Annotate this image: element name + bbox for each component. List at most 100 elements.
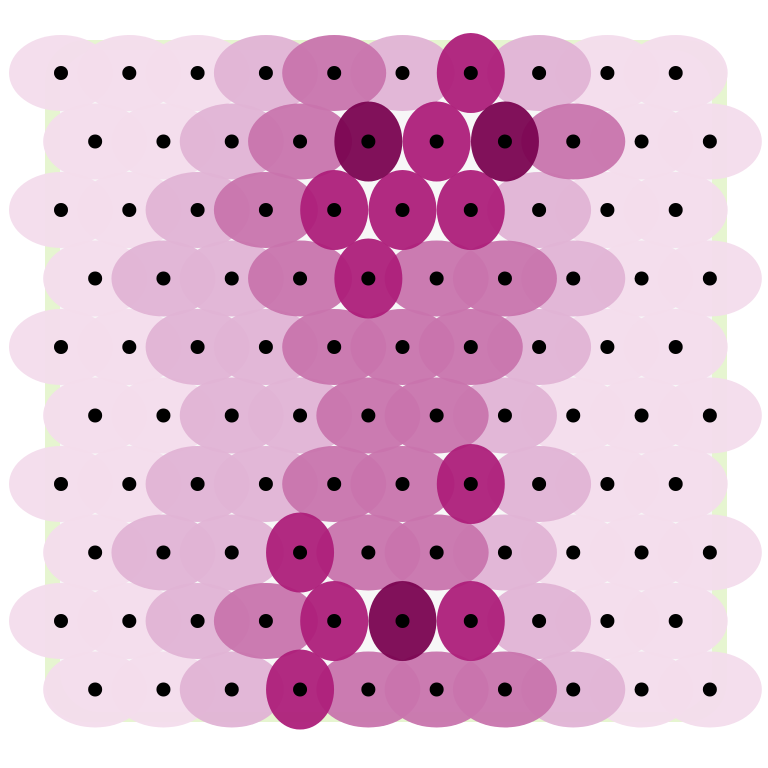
data-point — [600, 66, 615, 80]
data-point — [54, 340, 68, 354]
data-point — [429, 682, 444, 697]
data-point — [122, 203, 137, 217]
data-point — [600, 203, 615, 217]
data-point — [702, 682, 717, 697]
data-point — [566, 408, 581, 423]
data-point — [395, 66, 410, 80]
data-point — [668, 477, 683, 491]
data-point — [156, 682, 171, 697]
data-point — [600, 477, 615, 491]
data-point — [463, 203, 478, 217]
data-point — [566, 271, 581, 286]
data-point — [88, 545, 103, 560]
data-point — [293, 271, 308, 286]
data-point — [54, 477, 68, 491]
data-point — [88, 682, 103, 697]
data-point — [532, 340, 547, 354]
data-point — [702, 134, 717, 149]
data-point — [88, 408, 103, 423]
data-point — [327, 203, 342, 217]
data-point — [532, 614, 547, 628]
data-point — [88, 134, 103, 149]
data-point — [429, 134, 444, 149]
data-point — [463, 614, 478, 628]
data-point — [54, 614, 68, 628]
data-point — [429, 271, 444, 286]
data-point — [156, 271, 171, 286]
data-point — [224, 545, 239, 560]
data-point — [88, 271, 103, 286]
data-point — [532, 66, 547, 80]
data-point — [702, 271, 717, 286]
data-point — [497, 134, 512, 149]
data-point — [395, 340, 410, 354]
data-point — [395, 203, 410, 217]
data-point — [634, 271, 649, 286]
data-point — [224, 134, 239, 149]
data-point — [497, 408, 512, 423]
data-point — [224, 682, 239, 697]
data-point — [190, 614, 205, 628]
data-point — [190, 340, 205, 354]
data-point — [463, 477, 478, 491]
data-point — [702, 408, 717, 423]
data-point — [361, 682, 376, 697]
data-point — [122, 66, 137, 80]
data-point — [258, 203, 273, 217]
data-point — [702, 545, 717, 560]
data-point — [361, 545, 376, 560]
data-point — [497, 545, 512, 560]
data-point — [156, 408, 171, 423]
data-point — [224, 271, 239, 286]
data-point — [395, 477, 410, 491]
data-point — [156, 545, 171, 560]
data-point — [122, 477, 137, 491]
data-point — [600, 340, 615, 354]
data-point — [634, 545, 649, 560]
data-point — [532, 203, 547, 217]
data-point — [668, 66, 683, 80]
data-point — [566, 682, 581, 697]
data-point — [634, 134, 649, 149]
data-point — [190, 66, 205, 80]
data-point — [532, 477, 547, 491]
data-point — [361, 134, 376, 149]
data-point — [668, 340, 683, 354]
data-point — [327, 614, 342, 628]
data-point — [54, 203, 68, 217]
data-point — [566, 545, 581, 560]
data-point — [156, 134, 171, 149]
data-point — [566, 134, 581, 149]
data-point — [293, 134, 308, 149]
data-point — [634, 682, 649, 697]
data-point — [395, 614, 410, 628]
data-point — [258, 477, 273, 491]
data-point — [54, 66, 68, 80]
data-point — [361, 271, 376, 286]
data-point — [258, 66, 273, 80]
data-point — [327, 66, 342, 80]
data-point — [327, 340, 342, 354]
data-point — [497, 271, 512, 286]
data-point — [463, 66, 478, 80]
data-point — [463, 340, 478, 354]
data-point — [224, 408, 239, 423]
data-point — [258, 614, 273, 628]
data-point — [634, 408, 649, 423]
data-point — [122, 340, 137, 354]
data-point — [668, 614, 683, 628]
data-point — [293, 545, 308, 560]
data-point — [293, 408, 308, 423]
data-point — [190, 477, 205, 491]
data-point — [600, 614, 615, 628]
data-point — [258, 340, 273, 354]
data-point — [429, 545, 444, 560]
data-point — [122, 614, 137, 628]
data-point — [293, 682, 308, 697]
data-point — [190, 203, 205, 217]
data-point — [668, 203, 683, 217]
data-point — [327, 477, 342, 491]
data-point — [497, 682, 512, 697]
